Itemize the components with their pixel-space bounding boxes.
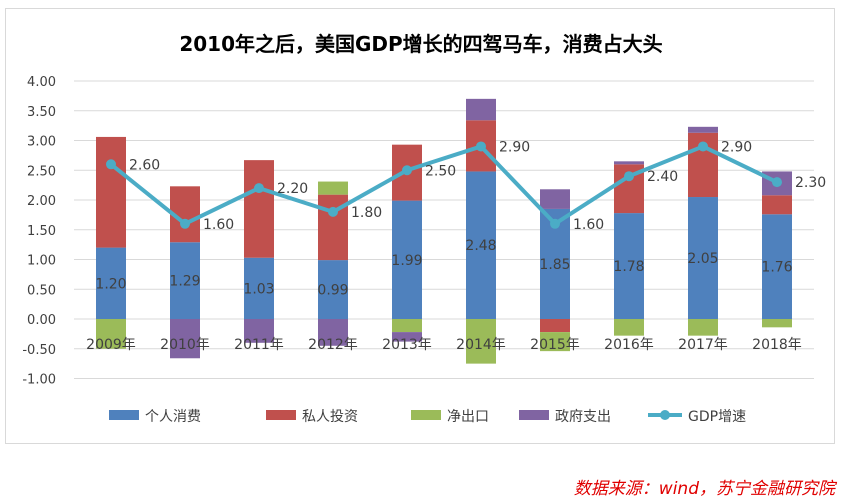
gdp-point-2018年 xyxy=(772,177,782,188)
gdp-data-label: 2.90 xyxy=(499,139,530,155)
x-tick-label: 2018年 xyxy=(752,337,802,353)
gdp-point-2014年 xyxy=(476,141,486,152)
chart-svg: 2010年之后，美国GDP增长的四驾马车，消费占大头 4.00 3.50 3.00 2.… xyxy=(22,32,826,425)
y-tick-label: 0.50 xyxy=(27,283,56,298)
bar-3-2016年 xyxy=(614,319,644,336)
x-tick-label: 2015年 xyxy=(530,337,580,353)
consumption-data-label: 1.85 xyxy=(539,257,570,273)
legend-swatch-3 xyxy=(411,410,441,420)
y-tick-label: 0.00 xyxy=(27,313,56,328)
legend-label: 私人投资 xyxy=(302,409,358,425)
consumption-data-label: 1.76 xyxy=(761,260,792,276)
y-tick-label: 3.00 xyxy=(27,135,56,150)
bar-1-2014年 xyxy=(466,171,496,319)
gdp-data-label: 1.60 xyxy=(203,217,234,233)
consumption-data-label: 2.48 xyxy=(465,238,496,254)
gdp-data-label: 1.80 xyxy=(351,205,382,221)
bar-3-2018年 xyxy=(762,319,792,328)
y-tick-label: 2.50 xyxy=(27,164,56,179)
bar-2-2015年 xyxy=(540,319,570,333)
bar-1-2017年 xyxy=(688,197,718,319)
bar-3-2017年 xyxy=(688,319,718,336)
x-tick-label: 2011年 xyxy=(234,337,284,353)
gdp-data-label: 2.50 xyxy=(425,163,456,179)
y-tick-label: 2.00 xyxy=(27,194,56,209)
bar-4-2011年 xyxy=(244,319,274,343)
legend-label: 个人消费 xyxy=(145,409,201,425)
chart-frame: 2010年之后，美国GDP增长的四驾马车，消费占大头 4.00 3.50 3.00 2.… xyxy=(5,8,835,444)
bar-3-2013年 xyxy=(392,319,422,333)
x-tick-label: 2017年 xyxy=(678,337,728,353)
bar-3-2015年 xyxy=(540,332,570,352)
consumption-data-label: 1.99 xyxy=(391,253,422,269)
x-tick-label: 2014年 xyxy=(456,337,506,353)
bar-1-2011年 xyxy=(244,257,274,319)
bar-4-2017年 xyxy=(688,126,718,133)
legend-swatch-2 xyxy=(266,410,296,420)
x-tick-label: 2012年 xyxy=(308,337,358,353)
legend-label: 净出口 xyxy=(447,409,489,425)
consumption-data-label: 2.05 xyxy=(687,251,718,267)
y-tick-label: 1.00 xyxy=(27,254,56,269)
legend-swatch-4 xyxy=(519,410,549,420)
data-source-note: 数据来源：wind，苏宁金融研究院 xyxy=(573,479,835,499)
bar-4-2015年 xyxy=(540,189,570,209)
consumption-data-label: 1.29 xyxy=(169,274,200,290)
bar-4-2013年 xyxy=(392,332,422,342)
y-tick-label: -0.50 xyxy=(22,343,56,358)
consumption-data-label: 0.99 xyxy=(317,283,348,299)
bar-4-2014年 xyxy=(466,98,496,121)
bar-1-2010年 xyxy=(170,242,200,319)
gdp-data-label: 2.90 xyxy=(721,139,752,155)
bar-3-2012年 xyxy=(318,181,348,195)
x-tick-label: 2016年 xyxy=(604,337,654,353)
y-tick-label: 1.50 xyxy=(27,224,56,239)
gdp-point-2011年 xyxy=(254,183,264,194)
bar-4-2010年 xyxy=(170,319,200,359)
bar-2-2011年 xyxy=(244,160,274,258)
bar-1-2018年 xyxy=(762,214,792,319)
gdp-data-label: 2.60 xyxy=(129,157,160,173)
bar-3-2014年 xyxy=(466,319,496,364)
bar-3-2009年 xyxy=(96,319,126,349)
legend-label: GDP增速 xyxy=(688,409,746,425)
gdp-point-2017年 xyxy=(698,141,708,152)
consumption-data-label: 1.20 xyxy=(95,276,126,292)
gdp-point-2009年 xyxy=(106,159,116,170)
y-tick-label: -1.00 xyxy=(22,373,56,388)
bar-1-2013年 xyxy=(392,200,422,319)
gdp-point-2016年 xyxy=(624,171,634,182)
gdp-point-2012年 xyxy=(328,206,338,217)
gdp-point-2010年 xyxy=(180,218,190,229)
legend-label: 政府支出 xyxy=(555,409,611,425)
bar-1-2012年 xyxy=(318,260,348,319)
gdp-point-2013年 xyxy=(402,165,412,176)
x-tick-label: 2009年 xyxy=(86,337,136,353)
bar-2-2018年 xyxy=(762,195,792,215)
gdp-data-label: 2.20 xyxy=(277,181,308,197)
consumption-data-label: 1.78 xyxy=(613,259,644,275)
bar-1-2009年 xyxy=(96,247,126,319)
gdp-data-label: 2.30 xyxy=(795,175,826,191)
chart-title: 2010年之后，美国GDP增长的四驾马车，消费占大头 xyxy=(179,32,662,56)
gdp-growth-line xyxy=(109,144,778,226)
bar-1-2016年 xyxy=(614,213,644,319)
bar-4-2016年 xyxy=(614,161,644,165)
gdp-data-label: 1.60 xyxy=(573,217,604,233)
consumption-data-label: 1.03 xyxy=(243,281,274,297)
legend-line-marker xyxy=(660,410,670,420)
legend-swatch-1 xyxy=(109,410,139,420)
gdp-data-label: 2.40 xyxy=(647,169,678,185)
gdp-point-2015年 xyxy=(550,218,560,229)
y-tick-label: 4.00 xyxy=(27,75,56,90)
bar-2-2009年 xyxy=(96,136,126,248)
bar-4-2012年 xyxy=(318,319,348,346)
x-tick-label: 2010年 xyxy=(160,337,210,353)
y-tick-label: 3.50 xyxy=(27,105,56,120)
x-tick-label: 2013年 xyxy=(382,337,432,353)
